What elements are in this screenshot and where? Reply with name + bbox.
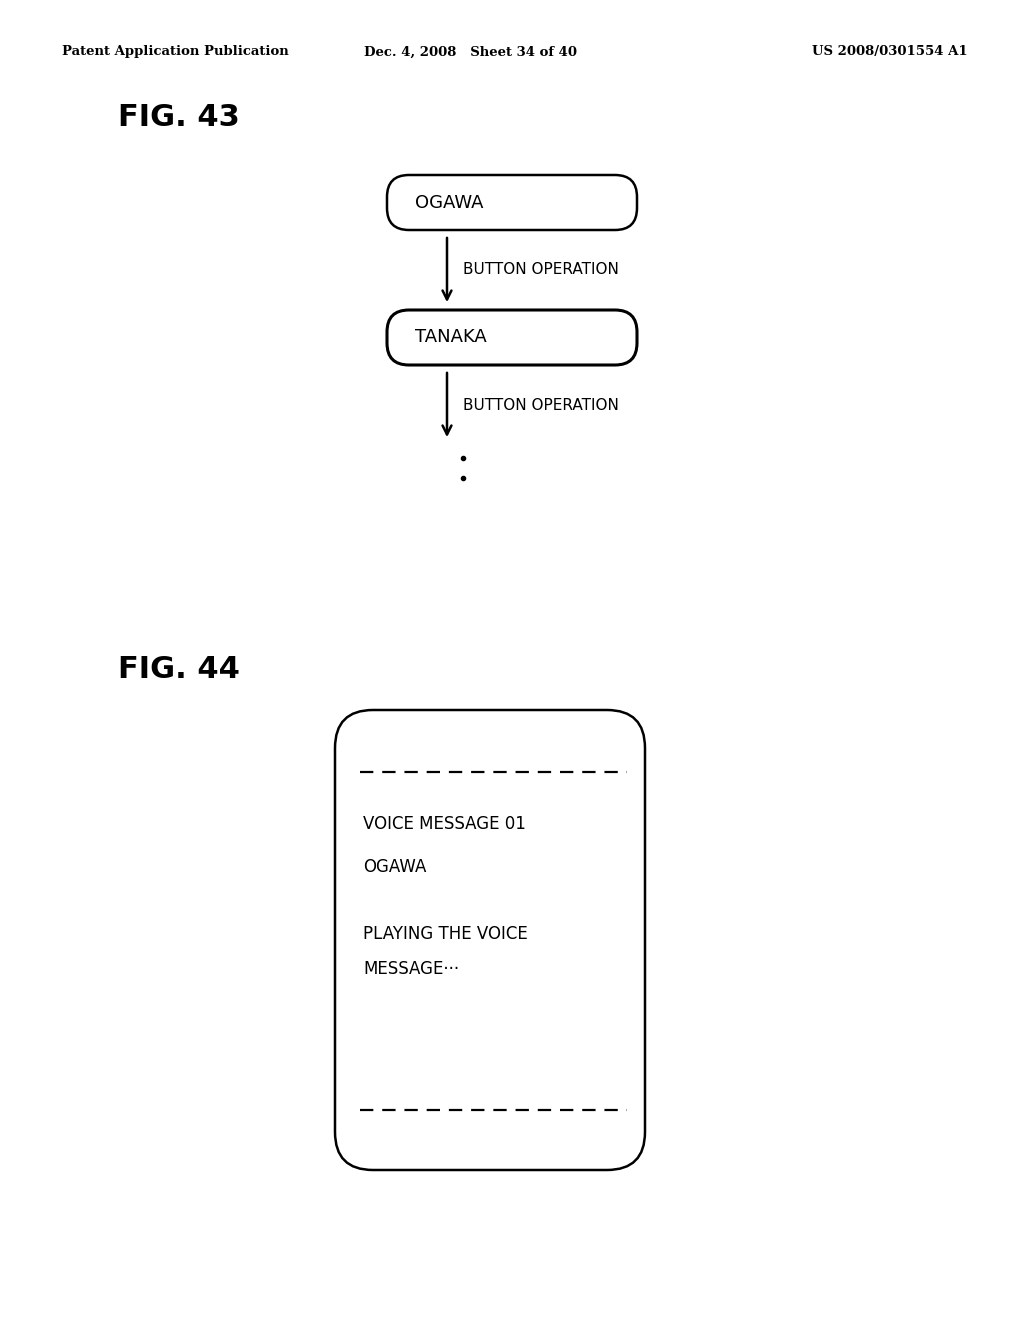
Text: Patent Application Publication: Patent Application Publication <box>62 45 289 58</box>
Text: MESSAGE···: MESSAGE··· <box>362 960 459 978</box>
Text: BUTTON OPERATION: BUTTON OPERATION <box>463 263 618 277</box>
Text: BUTTON OPERATION: BUTTON OPERATION <box>463 397 618 412</box>
Text: FIG. 43: FIG. 43 <box>118 103 240 132</box>
FancyBboxPatch shape <box>387 176 637 230</box>
Text: OGAWA: OGAWA <box>415 194 483 211</box>
Text: US 2008/0301554 A1: US 2008/0301554 A1 <box>812 45 968 58</box>
Text: PLAYING THE VOICE: PLAYING THE VOICE <box>362 925 527 942</box>
Text: Dec. 4, 2008   Sheet 34 of 40: Dec. 4, 2008 Sheet 34 of 40 <box>364 45 577 58</box>
FancyBboxPatch shape <box>335 710 645 1170</box>
Text: VOICE MESSAGE 01: VOICE MESSAGE 01 <box>362 814 526 833</box>
Text: TANAKA: TANAKA <box>415 329 486 346</box>
Text: FIG. 44: FIG. 44 <box>118 656 240 685</box>
FancyBboxPatch shape <box>387 310 637 366</box>
Text: OGAWA: OGAWA <box>362 858 426 876</box>
